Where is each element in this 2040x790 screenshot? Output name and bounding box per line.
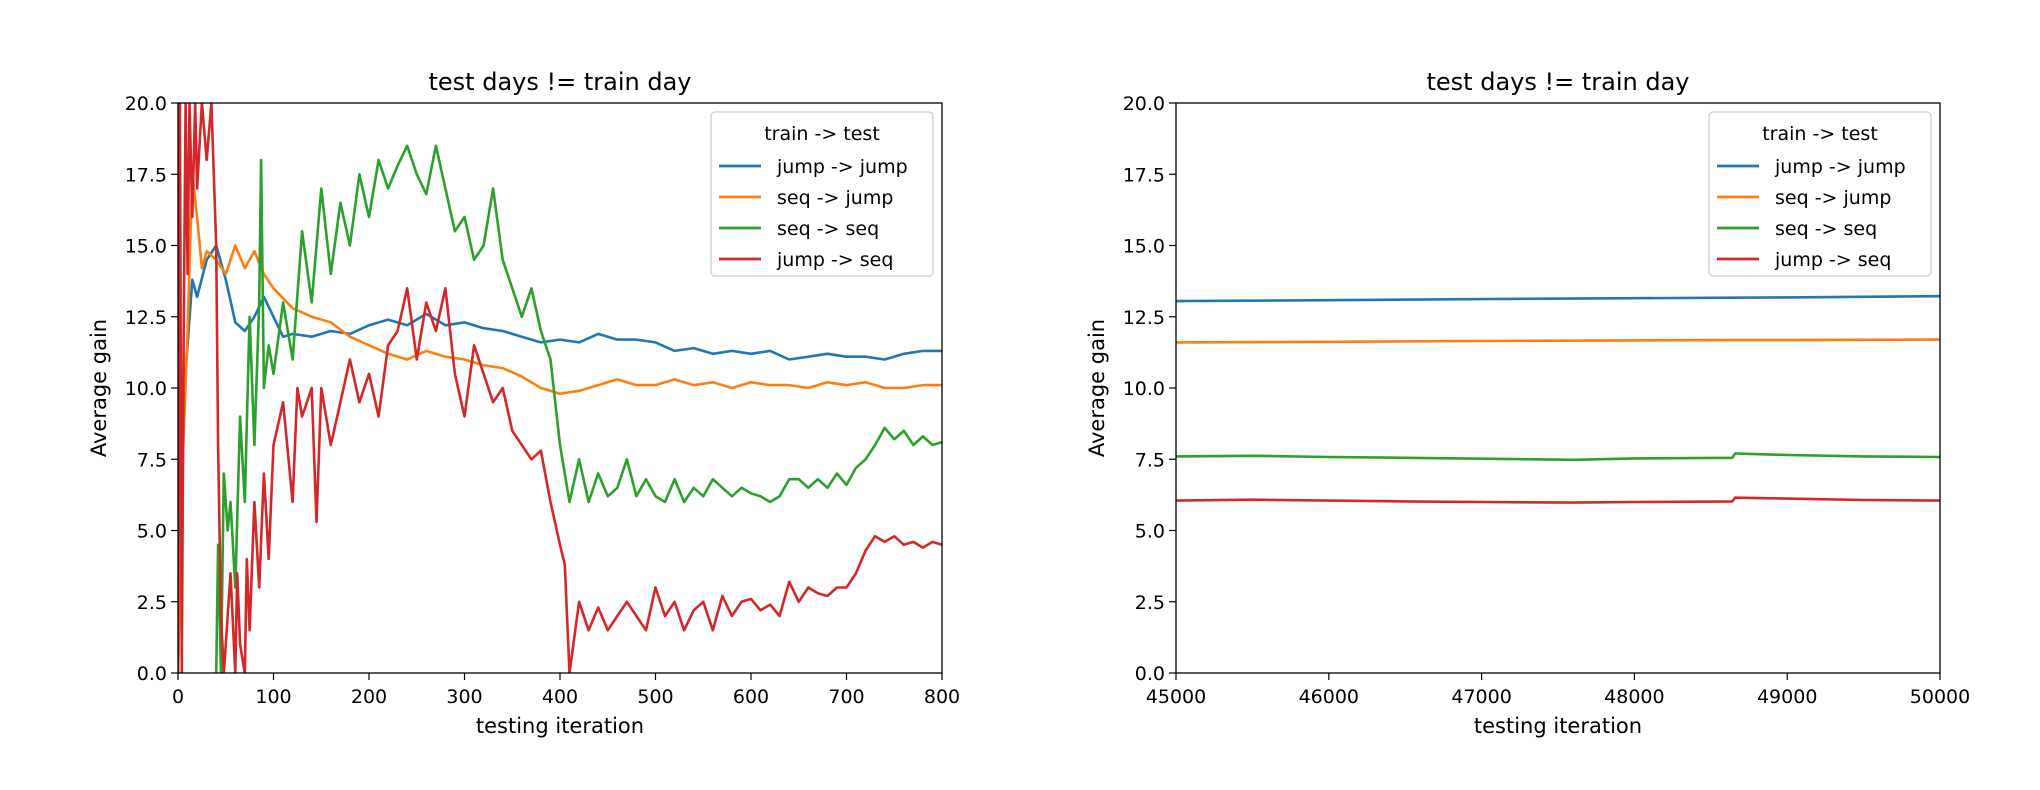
y-tick-label: 0.0 — [137, 663, 167, 685]
series-line-4 — [178, 103, 942, 673]
y-tick-label: 15.0 — [125, 236, 167, 258]
legend: train -> test jump -> jump seq -> jump seq … — [1708, 111, 1932, 277]
y-tick-label: 17.5 — [1123, 164, 1165, 186]
x-tick-label: 200 — [351, 686, 387, 708]
chart-title: test days != train day — [1427, 68, 1690, 96]
x-axis-label: testing iteration — [1474, 714, 1642, 738]
series-line-2 — [1176, 338, 1940, 344]
x-tick-label: 47000 — [1451, 686, 1511, 708]
x-tick-label: 800 — [924, 686, 960, 708]
legend-title: train -> test — [764, 123, 880, 145]
series-line-1 — [1176, 294, 1940, 303]
x-tick-label: 500 — [637, 686, 673, 708]
x-tick-label: 100 — [255, 686, 291, 708]
series-line-3 — [214, 144, 942, 673]
chart-panel-1: 0 100 200 300 400 500 600 700 800 0.0 2.5 5.0 7.5 10.… — [87, 68, 960, 738]
series-line-3 — [1176, 452, 1940, 462]
y-tick-label: 2.5 — [1135, 592, 1165, 614]
y-tick-label: 17.5 — [125, 164, 167, 186]
y-tick-label: 12.5 — [1123, 307, 1165, 329]
series-line-4 — [1176, 496, 1940, 504]
y-tick-label: 10.0 — [1123, 378, 1165, 400]
x-tick-label: 50000 — [1910, 686, 1970, 708]
x-tick-label: 45000 — [1146, 686, 1206, 708]
chart-title: test days != train day — [429, 68, 692, 96]
y-tick-label: 7.5 — [1135, 449, 1165, 471]
x-tick-label: 700 — [828, 686, 864, 708]
y-axis-label: Average gain — [87, 319, 111, 457]
x-axis-label: testing iteration — [476, 714, 644, 738]
legend-label: jump -> seq — [776, 249, 893, 271]
legend-box — [710, 111, 934, 277]
series-group — [1176, 294, 1940, 504]
x-tick-label: 49000 — [1757, 686, 1817, 708]
y-axis-label: Average gain — [1085, 319, 1109, 457]
legend-title: train -> test — [1762, 123, 1878, 145]
series-line-1 — [178, 244, 942, 673]
legend-label: seq -> jump — [1775, 187, 1891, 209]
y-tick-label: 5.0 — [1135, 521, 1165, 543]
series-group — [178, 103, 942, 673]
y-tick-label: 10.0 — [125, 378, 167, 400]
y-tick-label: 0.0 — [1135, 663, 1165, 685]
series-line-2 — [178, 173, 942, 673]
x-tick-label: 600 — [733, 686, 769, 708]
y-tick-label: 12.5 — [125, 307, 167, 329]
y-tick-label: 15.0 — [1123, 236, 1165, 258]
x-tick-label: 400 — [542, 686, 578, 708]
chart-panel-2: 45000 46000 47000 48000 49000 50000 0.0 2.5 5.0 7… — [1085, 68, 1970, 738]
legend-box — [1708, 111, 1932, 277]
y-tick-label: 7.5 — [137, 449, 167, 471]
y-tick-label: 2.5 — [137, 592, 167, 614]
x-tick-label: 300 — [446, 686, 482, 708]
legend-label: jump -> seq — [1774, 249, 1891, 271]
x-tick-label: 0 — [172, 686, 184, 708]
legend: train -> test jump -> jump seq -> jump seq … — [710, 111, 934, 277]
legend-label: seq -> seq — [777, 218, 879, 240]
legend-label: seq -> jump — [777, 187, 893, 209]
legend-label: seq -> seq — [1775, 218, 1877, 240]
legend-label: jump -> jump — [1774, 156, 1906, 178]
y-tick-label: 5.0 — [137, 521, 167, 543]
x-tick-label: 46000 — [1299, 686, 1359, 708]
y-tick-label: 20.0 — [125, 93, 167, 115]
y-tick-label: 20.0 — [1123, 93, 1165, 115]
x-tick-label: 48000 — [1604, 686, 1664, 708]
legend-label: jump -> jump — [776, 156, 908, 178]
